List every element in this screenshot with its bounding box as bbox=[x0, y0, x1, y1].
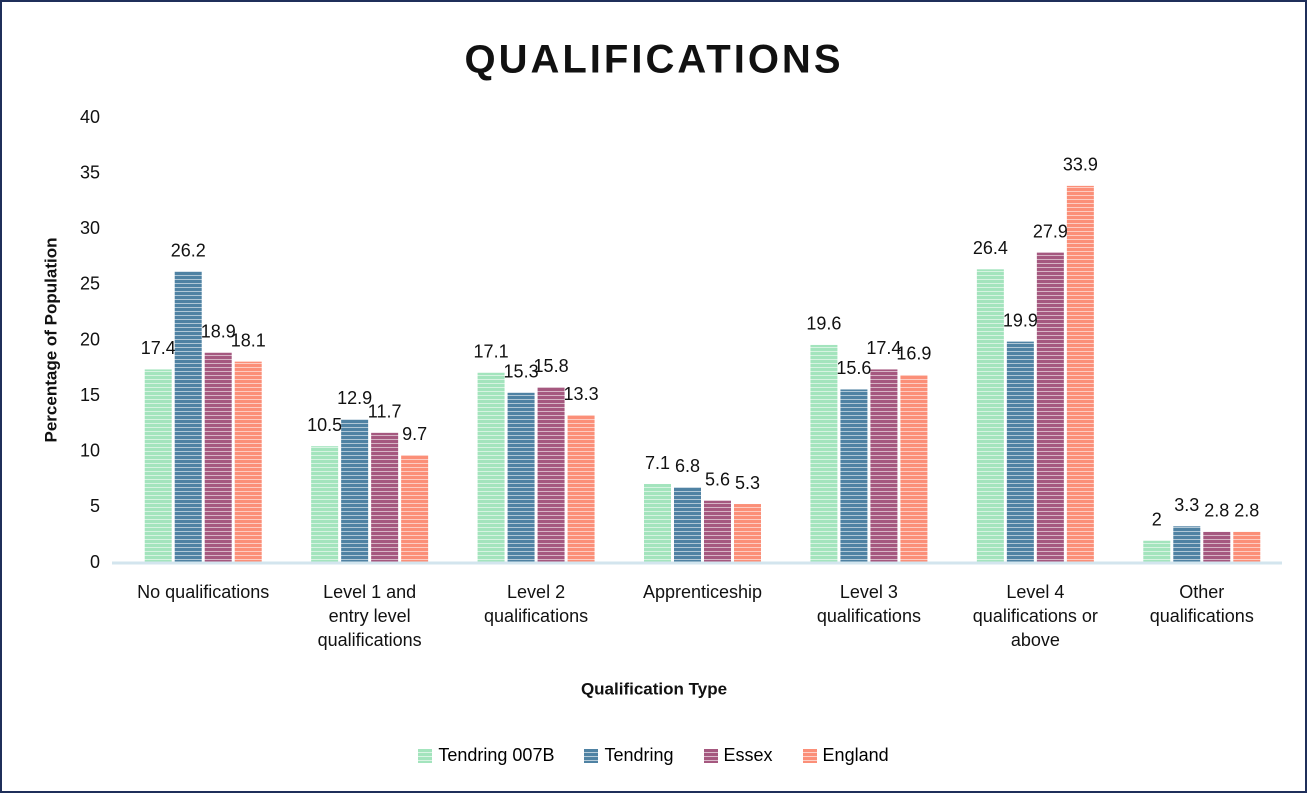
legend-swatch bbox=[418, 748, 433, 763]
data-label: 19.9 bbox=[1003, 310, 1038, 330]
x-tick-label: Apprenticeship bbox=[642, 582, 763, 602]
data-label: 26.4 bbox=[973, 238, 1008, 258]
data-label: 3.3 bbox=[1174, 495, 1199, 515]
y-tick-label: 15 bbox=[80, 385, 100, 405]
legend-label: Essex bbox=[723, 745, 773, 765]
y-tick-label: 40 bbox=[80, 107, 100, 127]
data-label: 2.8 bbox=[1234, 501, 1259, 521]
data-label: 27.9 bbox=[1033, 221, 1068, 241]
bar bbox=[1203, 531, 1231, 563]
bar bbox=[204, 352, 232, 563]
bar bbox=[144, 369, 172, 563]
data-label: 15.8 bbox=[534, 356, 569, 376]
data-label: 6.8 bbox=[675, 456, 700, 476]
x-tick-label: Level 4 qualifications or above bbox=[972, 582, 1098, 650]
data-label: 2 bbox=[1152, 510, 1162, 530]
legend-swatch bbox=[584, 748, 599, 763]
x-tick-label: Level 3 qualifications bbox=[816, 582, 921, 626]
data-label: 10.5 bbox=[307, 415, 342, 435]
data-label: 16.9 bbox=[896, 344, 931, 364]
bar bbox=[537, 387, 565, 563]
bar bbox=[976, 269, 1004, 563]
bar bbox=[567, 415, 595, 563]
data-label: 18.1 bbox=[231, 330, 266, 350]
x-tick-label: Level 2 qualifications bbox=[484, 582, 589, 626]
data-label: 7.1 bbox=[645, 453, 670, 473]
data-label: 19.6 bbox=[806, 314, 841, 334]
y-tick-label: 25 bbox=[80, 274, 100, 294]
legend-swatch bbox=[802, 748, 817, 763]
y-axis-label: Percentage of Population bbox=[41, 238, 60, 443]
legend-label: Tendring 007B bbox=[438, 745, 555, 765]
bar bbox=[477, 372, 505, 563]
y-tick-label: 35 bbox=[80, 162, 100, 182]
bar bbox=[174, 271, 202, 563]
bar bbox=[704, 500, 731, 563]
data-label: 17.4 bbox=[141, 338, 176, 358]
bar bbox=[674, 487, 701, 563]
data-label: 33.9 bbox=[1063, 155, 1098, 175]
x-tick-label: Other qualifications bbox=[1149, 582, 1254, 626]
bar bbox=[1006, 341, 1034, 563]
data-label: 15.6 bbox=[836, 358, 871, 378]
bar bbox=[734, 504, 761, 563]
bar bbox=[810, 344, 838, 563]
data-label: 13.3 bbox=[564, 384, 599, 404]
bar bbox=[644, 484, 671, 563]
data-label: 15.3 bbox=[504, 362, 539, 382]
bar bbox=[234, 361, 262, 563]
data-label: 11.7 bbox=[368, 402, 402, 422]
data-label: 9.7 bbox=[402, 424, 427, 444]
y-tick-label: 10 bbox=[80, 441, 100, 461]
x-tick-label: Level 1 and entry level qualifications bbox=[317, 582, 422, 650]
data-label: 18.9 bbox=[201, 321, 236, 341]
bar bbox=[1143, 540, 1171, 563]
legend-label: England bbox=[822, 745, 889, 765]
legend-item: England bbox=[802, 745, 889, 766]
bar bbox=[311, 446, 339, 563]
y-tick-label: 20 bbox=[80, 329, 100, 349]
x-axis-label: Qualification Type bbox=[581, 679, 727, 698]
bar bbox=[870, 369, 898, 563]
bar bbox=[507, 392, 535, 563]
data-label: 2.8 bbox=[1204, 501, 1229, 521]
bar bbox=[401, 455, 429, 563]
y-tick-label: 30 bbox=[80, 218, 100, 238]
data-label: 26.2 bbox=[171, 240, 206, 260]
data-label: 12.9 bbox=[337, 388, 372, 408]
data-label: 17.1 bbox=[474, 342, 509, 362]
bar bbox=[900, 374, 928, 563]
data-label: 17.4 bbox=[866, 338, 901, 358]
bar bbox=[341, 419, 369, 563]
legend-swatch bbox=[703, 748, 718, 763]
bar bbox=[1036, 252, 1064, 564]
legend-item: Essex bbox=[703, 745, 773, 766]
bar bbox=[1066, 185, 1094, 564]
bar bbox=[840, 389, 868, 563]
chart-title: QUALIFICATIONS bbox=[464, 38, 843, 82]
bar bbox=[1233, 531, 1261, 563]
data-label: 5.3 bbox=[735, 473, 760, 493]
bar bbox=[371, 432, 399, 563]
legend-item: Tendring bbox=[584, 745, 674, 766]
x-tick-label: No qualifications bbox=[137, 582, 270, 602]
y-tick-label: 5 bbox=[90, 496, 100, 516]
legend-item: Tendring 007B bbox=[418, 745, 554, 766]
bar bbox=[1173, 526, 1201, 563]
legend-label: Tendring bbox=[604, 745, 674, 765]
legend: Tendring 007B Tendring Essex England bbox=[0, 745, 1307, 766]
data-label: 5.6 bbox=[705, 469, 730, 489]
y-tick-label: 0 bbox=[90, 552, 100, 572]
